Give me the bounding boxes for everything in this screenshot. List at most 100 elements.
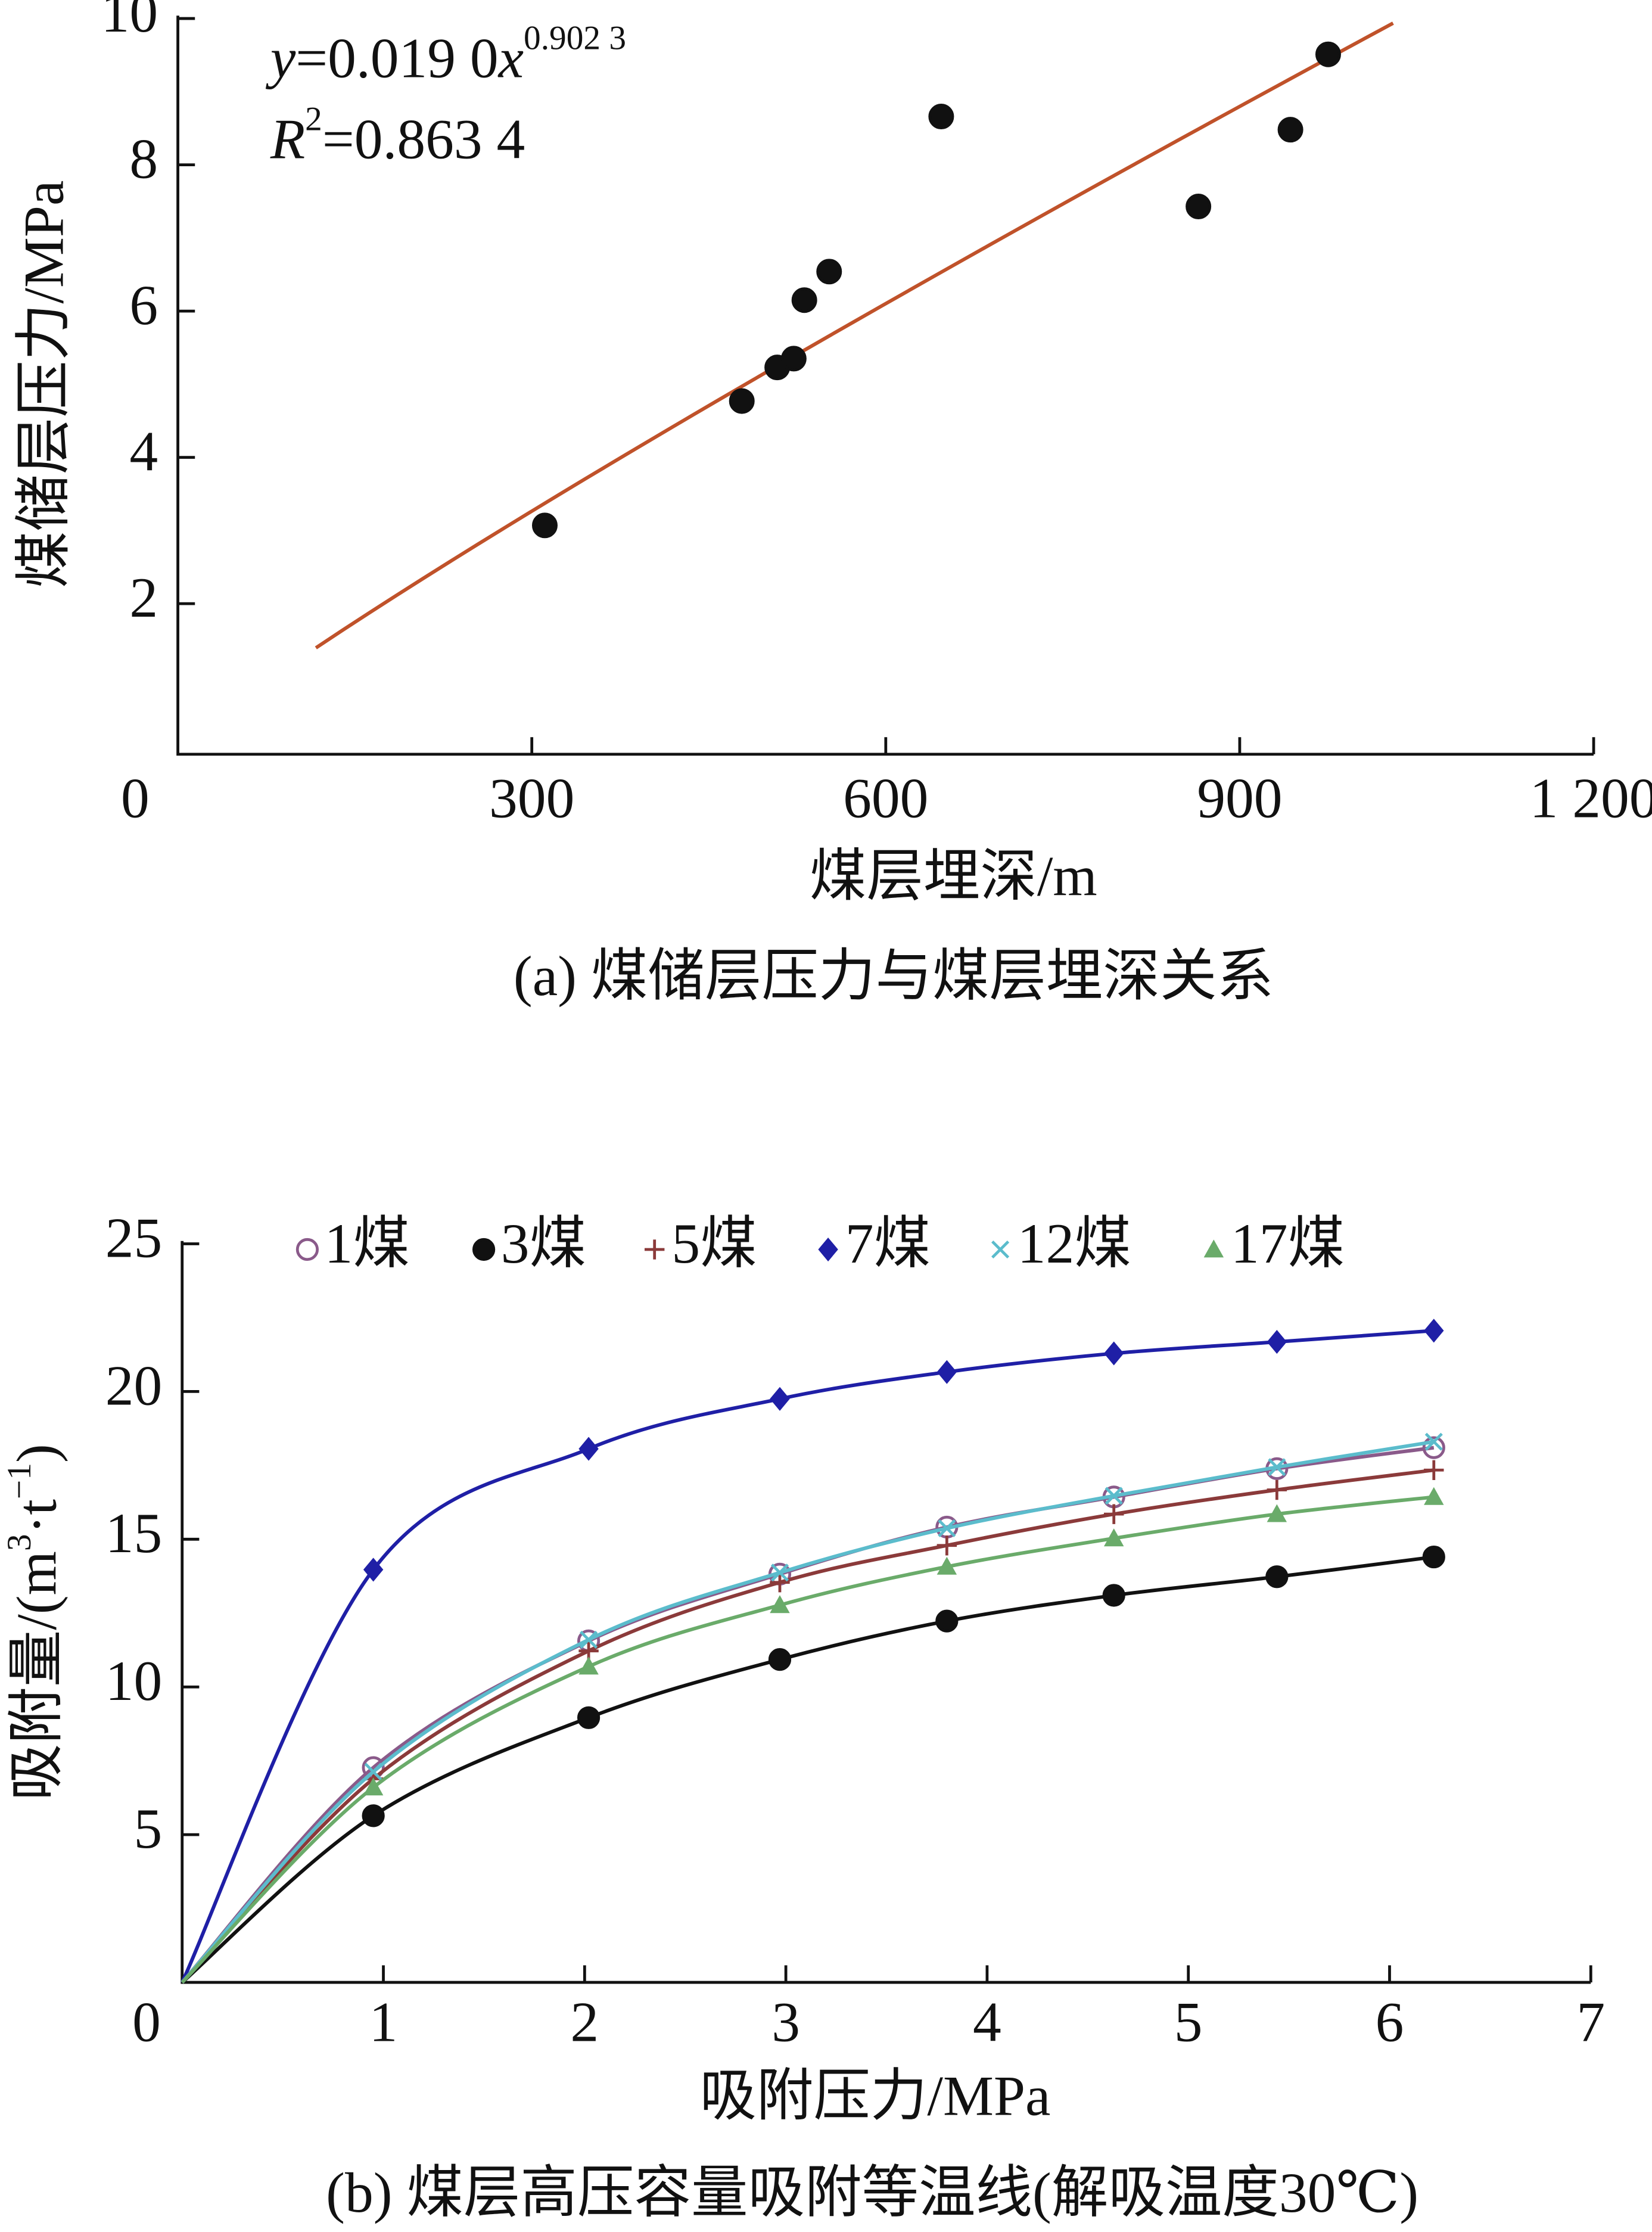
point (729, 388, 755, 414)
series-line (372, 1329, 1435, 1571)
ylabel-sup: −1 (1, 1463, 38, 1499)
legend-label: 7煤 (845, 1212, 931, 1275)
point (1277, 117, 1303, 143)
x-tick-label: 1 200 (1530, 766, 1652, 829)
point (928, 104, 954, 130)
axis-line (176, 15, 1594, 756)
ylabel-part: ) (5, 1444, 69, 1463)
y-tick-label: 5 (134, 1797, 163, 1860)
ylabel-part: 吸附量/(m (5, 1551, 69, 1801)
eq-var: x (497, 26, 524, 89)
legend-marker (472, 1238, 496, 1261)
y-tick-label: 4 (129, 420, 158, 483)
y-tick-label: 15 (105, 1502, 163, 1565)
x-tick-label: 2 (570, 1990, 599, 2053)
point (1424, 1319, 1444, 1343)
point (578, 1437, 599, 1461)
eq-exponent: 0.902 3 (524, 19, 626, 57)
x-axis-label: 煤层埋深/m (810, 845, 1097, 908)
point (1267, 1330, 1287, 1354)
point (1103, 1504, 1124, 1524)
point (1103, 1528, 1124, 1547)
legend-marker (295, 1238, 319, 1261)
point (363, 1777, 384, 1796)
point (770, 1387, 790, 1411)
caption: (a) 煤储层压力与煤层埋深关系 (514, 944, 1274, 1008)
eq-coef: 0.019 0 (328, 26, 499, 89)
legend-label: 1煤 (325, 1212, 410, 1275)
point (768, 1648, 792, 1671)
point (363, 1558, 384, 1582)
x-tick-label: 900 (1197, 766, 1282, 829)
y-tick-label: 10 (105, 1649, 163, 1712)
x-tick-label: 600 (843, 766, 928, 829)
point (1424, 1487, 1444, 1505)
eq-lhs: y (266, 26, 296, 89)
x-tick-label: 6 (1376, 1990, 1404, 2053)
legend-label: 5煤 (671, 1212, 757, 1275)
caption: (b) 煤层高压容量吸附等温线(解吸温度30℃) (326, 2161, 1418, 2224)
point (816, 259, 842, 285)
series-line (372, 1555, 1435, 1817)
legend-marker (1203, 1239, 1224, 1258)
y-tick-label: 25 (105, 1206, 163, 1269)
point (577, 1706, 601, 1729)
legend-marker (818, 1237, 838, 1262)
y-tick-label: 2 (129, 566, 158, 629)
x-tick-label: 3 (771, 1990, 800, 2053)
y-axis-label: 煤储层压力/MPa (13, 181, 76, 589)
y-tick-label: 6 (129, 273, 158, 337)
x-tick-label: 4 (973, 1990, 1001, 2053)
point (364, 1762, 382, 1781)
point (578, 1656, 599, 1675)
r2-symbol: R (270, 108, 305, 171)
point (937, 1535, 957, 1556)
legend-marker (991, 1240, 1010, 1259)
legend-label: 17煤 (1231, 1212, 1345, 1275)
axis-line (181, 1241, 1591, 1984)
point (770, 1595, 790, 1614)
point (1315, 41, 1341, 67)
point (1103, 1341, 1124, 1366)
y-tick-label: 10 (101, 0, 158, 44)
point (938, 1519, 956, 1538)
x-tick-label: 0 (121, 766, 150, 829)
curve-origin (181, 1814, 375, 1984)
fit-equation: y=0.019 0x0.902 3 (266, 19, 626, 89)
series-line (372, 1445, 1435, 1769)
legend-label: 12煤 (1018, 1212, 1131, 1275)
point (1424, 1460, 1444, 1481)
point (1422, 1545, 1445, 1569)
point (362, 1804, 385, 1827)
point (770, 1572, 790, 1593)
point (531, 512, 558, 539)
curve-origin (181, 1786, 375, 1984)
y-tick-label: 20 (105, 1354, 163, 1417)
point (937, 1556, 957, 1575)
point (1186, 194, 1212, 220)
curve-origin (181, 1568, 375, 1984)
y-axis-label: 吸附量/(m3·t−1) (1, 1444, 68, 1801)
series-line (372, 1495, 1435, 1789)
point (1105, 1487, 1123, 1505)
x-tick-label: 300 (489, 766, 574, 829)
x-tick-label: 7 (1576, 1990, 1605, 2053)
legend-label: 3煤 (501, 1212, 586, 1275)
x-tick-label: 5 (1174, 1990, 1203, 2053)
point (1267, 1504, 1287, 1522)
ylabel-sup: 3 (1, 1534, 38, 1551)
point (791, 287, 817, 313)
point (780, 346, 807, 372)
x-tick-label: 1 (369, 1990, 398, 2053)
point (1424, 1432, 1443, 1451)
point (1102, 1584, 1125, 1607)
point (1267, 1479, 1287, 1500)
x-tick-label: 0 (132, 1990, 161, 2053)
r2-power: 2 (305, 101, 322, 138)
ylabel-part: ·t (5, 1499, 69, 1534)
eq-sign: = (295, 26, 328, 89)
point (937, 1360, 957, 1384)
r2-value: 0.863 4 (354, 108, 525, 171)
point (1422, 1436, 1445, 1459)
r2-sign: = (322, 108, 354, 171)
